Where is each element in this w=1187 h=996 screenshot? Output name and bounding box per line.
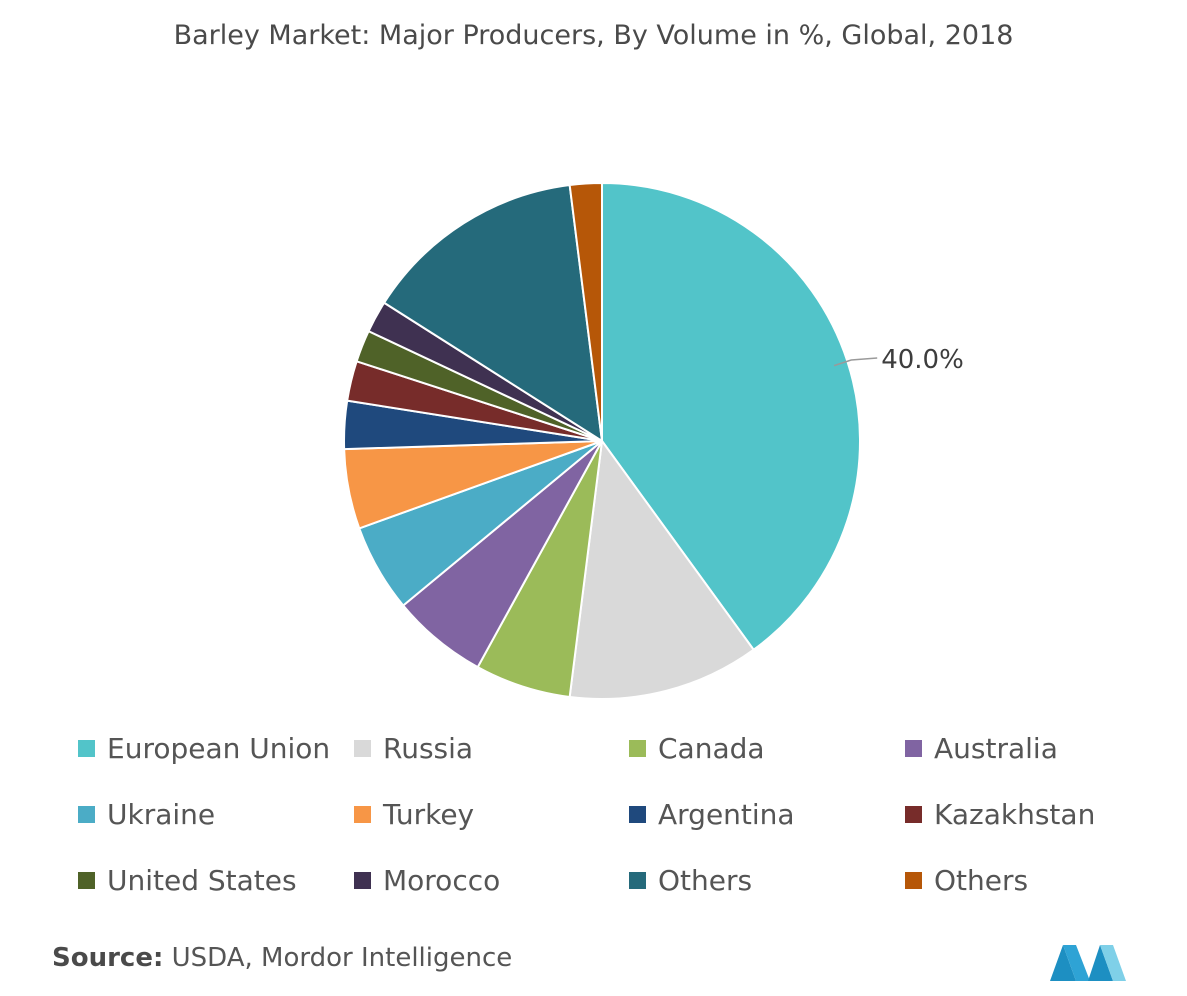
legend-label: European Union (107, 731, 331, 765)
source-text: USDA, Mordor Intelligence (163, 943, 513, 973)
source-note: Source: USDA, Mordor Intelligence (52, 943, 512, 973)
legend-item: Argentina (629, 794, 795, 834)
data-label-leader-line (833, 357, 878, 367)
legend-swatch (78, 739, 95, 757)
legend-swatch (354, 739, 371, 757)
legend-item: Turkey (354, 794, 474, 834)
legend-item: Others (905, 860, 1028, 900)
legend-label: Canada (658, 731, 765, 765)
pie-chart: 40.0% (343, 181, 964, 700)
legend-swatch (905, 805, 922, 823)
legend-swatch (629, 871, 646, 889)
legend-swatch (629, 739, 646, 757)
chart-title: Barley Market: Major Producers, By Volum… (173, 20, 1014, 51)
pie-slice-others-10 (382, 183, 604, 443)
legend-item: Russia (354, 728, 473, 768)
legend-swatch (354, 805, 371, 823)
legend-item: Kazakhstan (905, 794, 1095, 834)
legend-swatch (354, 871, 371, 889)
mordor-intelligence-logo (1050, 945, 1126, 981)
legend-item: European Union (78, 728, 330, 768)
legend-swatch (905, 871, 922, 889)
legend-label: Turkey (383, 797, 475, 831)
source-label: Source: (52, 943, 164, 973)
legend-label: United States (107, 863, 297, 897)
legend-label: Morocco (383, 863, 501, 897)
legend-label: Ukraine (107, 797, 216, 831)
legend-label: Russia (383, 731, 474, 765)
legend-swatch (78, 871, 95, 889)
legend-swatch (629, 805, 646, 823)
legend-item: Others (629, 860, 752, 900)
legend-label: Others (658, 863, 753, 897)
legend-item: Morocco (354, 860, 500, 900)
legend-item: Australia (905, 728, 1058, 768)
legend-item: Ukraine (78, 794, 215, 834)
legend-label: Others (934, 863, 1029, 897)
pie-slice-russia-1 (568, 438, 756, 700)
data-label: 40.0% (881, 345, 964, 375)
legend-item: Canada (629, 728, 765, 768)
legend-label: Kazakhstan (934, 797, 1096, 831)
legend-label: Australia (934, 731, 1058, 765)
legend-item: United States (78, 860, 297, 900)
pie-slice-others-11 (568, 181, 603, 442)
legend-label: Argentina (658, 797, 795, 831)
legend-swatch (905, 739, 922, 757)
legend-swatch (78, 805, 95, 823)
